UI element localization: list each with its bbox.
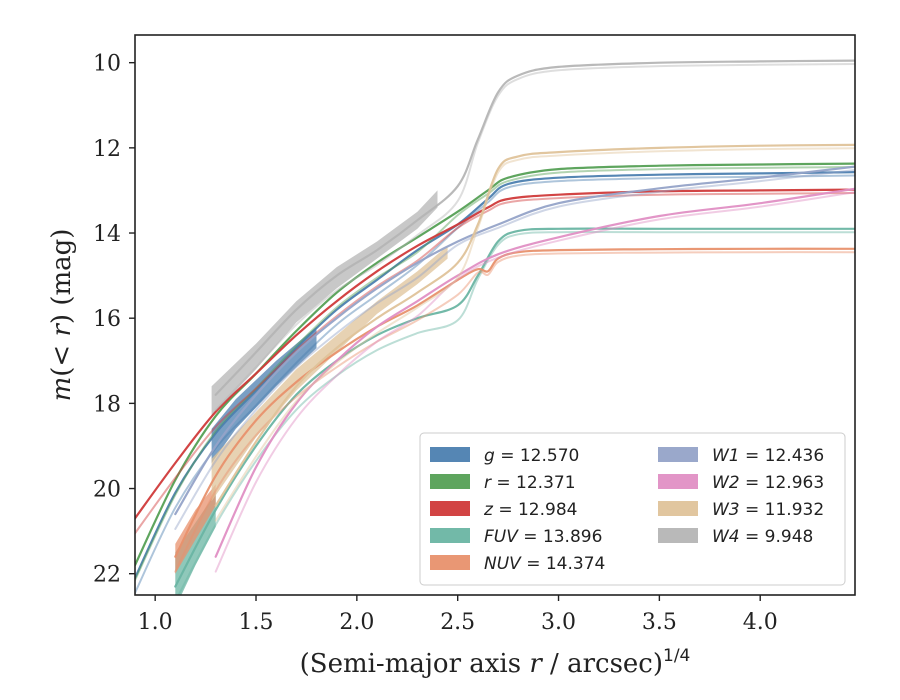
legend-label-nuv: NUV = 14.374 [484,554,605,574]
series-line-w3-alt [214,147,855,522]
legend-swatch-w2 [658,474,698,489]
x-tick-label: 1.5 [239,610,274,635]
legend-swatch-w4 [658,528,698,543]
legend-label-r: r = 12.371 [484,473,576,493]
x-tick-label: 3.0 [541,610,576,635]
y-tick-label: 18 [93,392,121,417]
y-tick-label: 10 [93,52,121,77]
legend-swatch-fuv [430,528,470,543]
series-line-w4 [214,59,855,396]
y-tick-label: 12 [93,137,121,162]
legend: g = 12.570 r = 12.371 z = 12.984 FUV = 13.8… [419,432,846,586]
series-line-r [135,162,855,567]
legend-label-fuv: FUV = 13.896 [484,527,602,547]
series-line-w3 [214,143,855,507]
legend-swatch-z [430,501,470,516]
x-tick-label: 1.0 [138,610,173,635]
x-axis-ticks: 1.0 1.5 2.0 2.5 3.0 3.5 4.0 [138,595,778,635]
series-lines [135,59,855,595]
series-line-g [135,171,855,580]
y-tick-label: 16 [93,307,121,332]
series-line-r-alt [135,166,855,582]
series-line-nuv [174,247,855,558]
y-tick-label: 14 [93,222,121,247]
band-nuv [175,484,216,574]
series-line-fuv [174,227,855,588]
legend-label-w4: W4 = 9.948 [712,527,813,547]
legend-swatch-r [430,474,470,489]
x-tick-label: 2.0 [339,610,374,635]
legend-swatch-g [430,447,470,462]
series-line-z-alt [135,192,855,535]
legend-label-w3: W3 = 11.932 [712,500,824,520]
x-tick-label: 2.5 [440,610,475,635]
legend-label-w1: W1 = 12.436 [712,446,824,466]
series-line-w2-alt [214,191,855,573]
y-axis-label: m(< r) (mag) [47,229,77,402]
y-axis-ticks: 10 12 14 16 18 20 22 [93,52,135,588]
series-line-w4-alt [214,63,855,411]
legend-swatch-nuv [430,555,470,570]
plot-frame [134,34,856,596]
x-tick-label: 4.0 [743,610,778,635]
legend-swatch-w3 [658,501,698,516]
legend-label-w2: W2 = 12.963 [712,473,824,493]
band-g [211,326,317,463]
legend-label-z: z = 12.984 [483,500,577,520]
legend-swatch-w1 [658,447,698,462]
series-line-w2 [214,187,855,558]
series-line-w1 [174,165,855,516]
y-tick-label: 20 [93,478,121,503]
series-line-fuv-alt [177,231,855,595]
series-line-w1-alt [174,169,855,530]
x-tick-label: 3.5 [642,610,677,635]
series-line-z [135,188,855,520]
x-axis-label: (Semi-major axis r / arcsec)1/4 [300,646,691,679]
legend-box [419,432,846,586]
legend-label-g: g = 12.570 [484,446,579,466]
band-w3 [211,245,448,502]
y-tick-label: 22 [93,563,121,588]
